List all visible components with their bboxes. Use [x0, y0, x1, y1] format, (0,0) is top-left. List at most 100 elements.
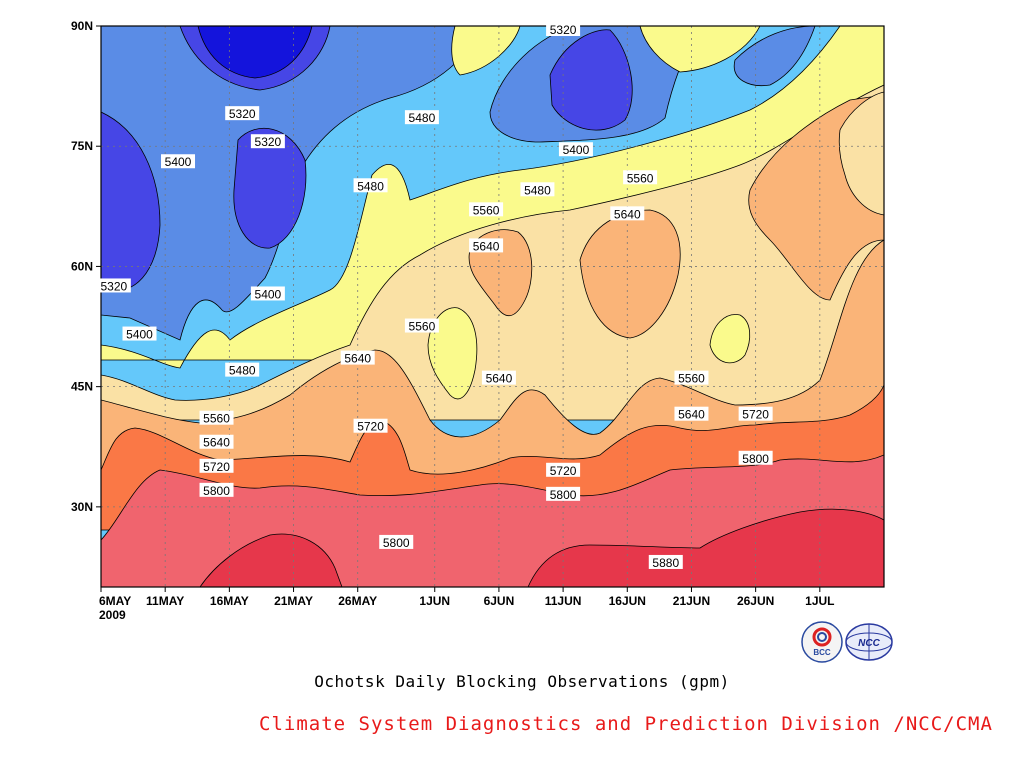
plot-frame [100, 25, 885, 588]
contour-label: 5400 [250, 286, 285, 301]
axis-tick-layer: 6MAY 11MAY 16MAY 21MAY 26MAY 1JUN 6JUN 11JUN 16J… [71, 19, 835, 622]
y-tick-label: 45N [71, 380, 93, 394]
contour-label: 5480 [404, 110, 439, 125]
x-tick-label: 21JUN [673, 594, 710, 608]
svg-text:5720: 5720 [550, 464, 577, 478]
x-tick-label: 1JUL [805, 594, 834, 608]
band-lt5240 [197, 26, 313, 79]
y-tick-label: 60N [71, 259, 93, 273]
svg-text:5320: 5320 [550, 23, 577, 37]
contour-label: 5400 [161, 154, 196, 169]
svg-text:5640: 5640 [486, 372, 513, 386]
contour-label: 5880 [648, 554, 683, 570]
contour-label: 5560 [469, 202, 504, 217]
contour-label: 5400 [558, 142, 593, 157]
svg-text:NCC: NCC [858, 638, 880, 649]
x-tick-label: 6MAY [99, 594, 131, 608]
svg-text:5320: 5320 [255, 135, 282, 149]
x-tick-label: 16MAY [210, 594, 249, 608]
svg-text:BCC: BCC [813, 648, 831, 657]
chart-canvas: 6MAY 11MAY 16MAY 21MAY 26MAY 1JUN 6JUN 11JUN 16J… [71, 19, 885, 622]
svg-text:5640: 5640 [473, 239, 500, 253]
contour-label: 5560 [404, 318, 439, 334]
grid-layer [100, 26, 884, 587]
svg-text:5400: 5400 [126, 328, 153, 342]
chart-title: Ochotsk Daily Blocking Observations (gpm… [314, 672, 730, 691]
svg-text:5640: 5640 [344, 352, 371, 366]
band-5480-5560-n2 [639, 26, 761, 73]
svg-text:5640: 5640 [614, 207, 641, 221]
y-tick-label: 30N [71, 500, 93, 514]
svg-text:5640: 5640 [203, 436, 230, 450]
contour-label: 5800 [199, 482, 234, 498]
contour-label: 5640 [610, 206, 645, 221]
svg-text:5400: 5400 [563, 143, 590, 157]
svg-text:5480: 5480 [524, 183, 551, 197]
contour-label-layer: 5320 5320 5400 5320 5400 5400 5480 5480 5480 5320… [96, 22, 773, 570]
contour-label: 5720 [199, 458, 234, 474]
contour-label: 5320 [96, 278, 131, 293]
contour-label: 5560 [623, 170, 658, 185]
svg-text:5560: 5560 [473, 203, 500, 217]
contour-label: 5640 [674, 406, 709, 422]
x-tick-label: 1JUN [419, 594, 450, 608]
svg-text:5800: 5800 [742, 452, 769, 466]
svg-text:5480: 5480 [409, 111, 436, 125]
svg-text:5320: 5320 [229, 107, 256, 121]
band-5320-5400-ne [733, 26, 816, 87]
y-tick-label: 90N [71, 19, 93, 33]
band-gt5880-a [199, 533, 343, 587]
contour-label: 5640 [481, 370, 516, 386]
x-tick-label: 11MAY [146, 594, 184, 608]
contour-label: 5640 [469, 238, 504, 253]
svg-text:5720: 5720 [742, 408, 769, 422]
svg-text:5320: 5320 [100, 279, 127, 293]
x-tick-label: 26JUN [737, 594, 774, 608]
x-tick-label: 16JUN [609, 594, 646, 608]
svg-text:5880: 5880 [652, 556, 679, 570]
band-5240-5320-b [233, 127, 307, 249]
band-5560-5640-ne [838, 91, 884, 216]
svg-text:5400: 5400 [255, 287, 282, 301]
svg-text:5560: 5560 [678, 372, 705, 386]
band-5480-5560-n1 [451, 26, 521, 76]
contour-label: 5720 [546, 462, 581, 478]
contour-label: 5320 [546, 22, 581, 37]
contour-label: 5480 [353, 178, 388, 193]
x-tick-label: 21MAY [274, 594, 313, 608]
svg-text:5800: 5800 [203, 484, 230, 498]
svg-text:5560: 5560 [409, 320, 436, 334]
contour-label: 5560 [674, 370, 709, 386]
band-5240-5320-n [549, 29, 633, 131]
x-tick-label: 6JUN [484, 594, 515, 608]
svg-text:5640: 5640 [678, 408, 705, 422]
band-5480-5560-island2 [709, 314, 751, 364]
x-year-label: 2009 [99, 608, 126, 622]
contour-label: 5320 [250, 134, 285, 149]
svg-text:5720: 5720 [357, 420, 384, 434]
svg-text:5560: 5560 [627, 171, 654, 185]
svg-text:5560: 5560 [203, 412, 230, 426]
band-gt5880-b [527, 508, 884, 587]
contour-label: 5320 [225, 106, 260, 121]
contour-label: 5480 [225, 362, 260, 378]
contour-label: 5800 [379, 534, 414, 550]
contour-label: 5720 [738, 406, 773, 422]
contour-label: 5800 [738, 450, 773, 466]
x-tick-label: 11JUN [545, 594, 582, 608]
svg-text:5400: 5400 [165, 155, 192, 169]
svg-text:5800: 5800 [550, 488, 577, 502]
contour-fill-layer [101, 26, 884, 587]
contour-label: 5560 [199, 410, 234, 426]
svg-text:5800: 5800 [383, 536, 410, 550]
x-tick-label: 26MAY [338, 594, 377, 608]
svg-text:5480: 5480 [229, 364, 256, 378]
ncc-logo-icon: NCC [845, 623, 893, 661]
bcc-logo-icon: BCC [801, 621, 843, 663]
contour-label: 5640 [199, 434, 234, 450]
contour-label: 5640 [340, 350, 375, 366]
contour-label: 5800 [546, 486, 581, 502]
svg-text:5720: 5720 [203, 460, 230, 474]
svg-text:5480: 5480 [357, 179, 384, 193]
band-5480-5560-island [427, 307, 478, 400]
